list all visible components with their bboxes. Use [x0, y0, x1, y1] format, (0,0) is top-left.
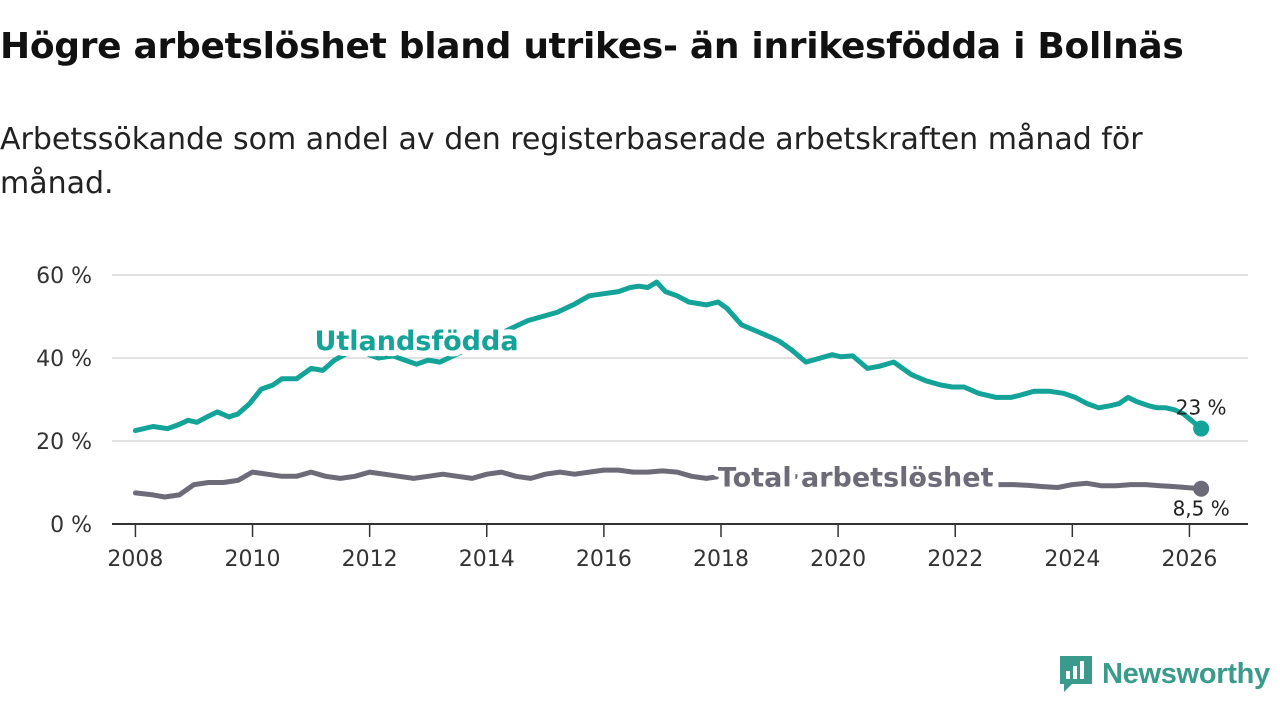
series-end-marker: [1193, 480, 1210, 497]
newsworthy-logo-icon: [1060, 656, 1092, 692]
chart-subtitle: Arbetssökande som andel av den registerb…: [0, 122, 1143, 201]
x-tick-label: 2022: [927, 547, 983, 572]
x-tick-label: 2020: [810, 547, 866, 572]
y-tick-label: 20 %: [36, 430, 92, 455]
y-axis: 0 % 20 % 40 % 60 %: [36, 264, 92, 538]
brand-name: Newsworthy: [1102, 657, 1270, 690]
y-tick-label: 60 %: [36, 264, 92, 289]
y-tick-label: 0 %: [50, 513, 92, 538]
x-tick-label: 2014: [459, 547, 515, 572]
series-label-total: Total arbetslöshet: [718, 462, 994, 493]
series-label-utlandsfodda: Utlandsfödda: [314, 326, 518, 357]
x-tick-label: 2016: [576, 547, 632, 572]
x-tick-label: 2018: [693, 547, 749, 572]
x-tick-label: 2024: [1044, 547, 1100, 572]
x-tick-label: 2012: [342, 547, 398, 572]
series-end-label: 23 %: [1176, 396, 1227, 420]
series: 23 % 8,5 %: [132, 279, 1230, 521]
y-tick-label: 40 %: [36, 347, 92, 372]
gridlines: [112, 274, 1248, 442]
x-tick-label: 2008: [107, 547, 163, 572]
x-tick-label: 2010: [225, 547, 281, 572]
chart-title: Högre arbetslöshet bland utrikes- än inr…: [0, 26, 1184, 67]
series-line-utlandsfodda: [132, 279, 1204, 434]
series-line-total: [132, 467, 1204, 500]
x-tick-label: 2026: [1161, 547, 1217, 572]
x-axis: 2008 2010 2012 2014 2016 2018 2020 2022 2024 2026: [107, 523, 1248, 572]
series-end-label: 8,5 %: [1173, 497, 1230, 521]
series-end-marker: [1193, 420, 1210, 437]
newsworthy-brand: Newsworthy: [1058, 652, 1270, 696]
series-labels: Utlandsfödda Total arbetslöshet: [308, 320, 999, 499]
